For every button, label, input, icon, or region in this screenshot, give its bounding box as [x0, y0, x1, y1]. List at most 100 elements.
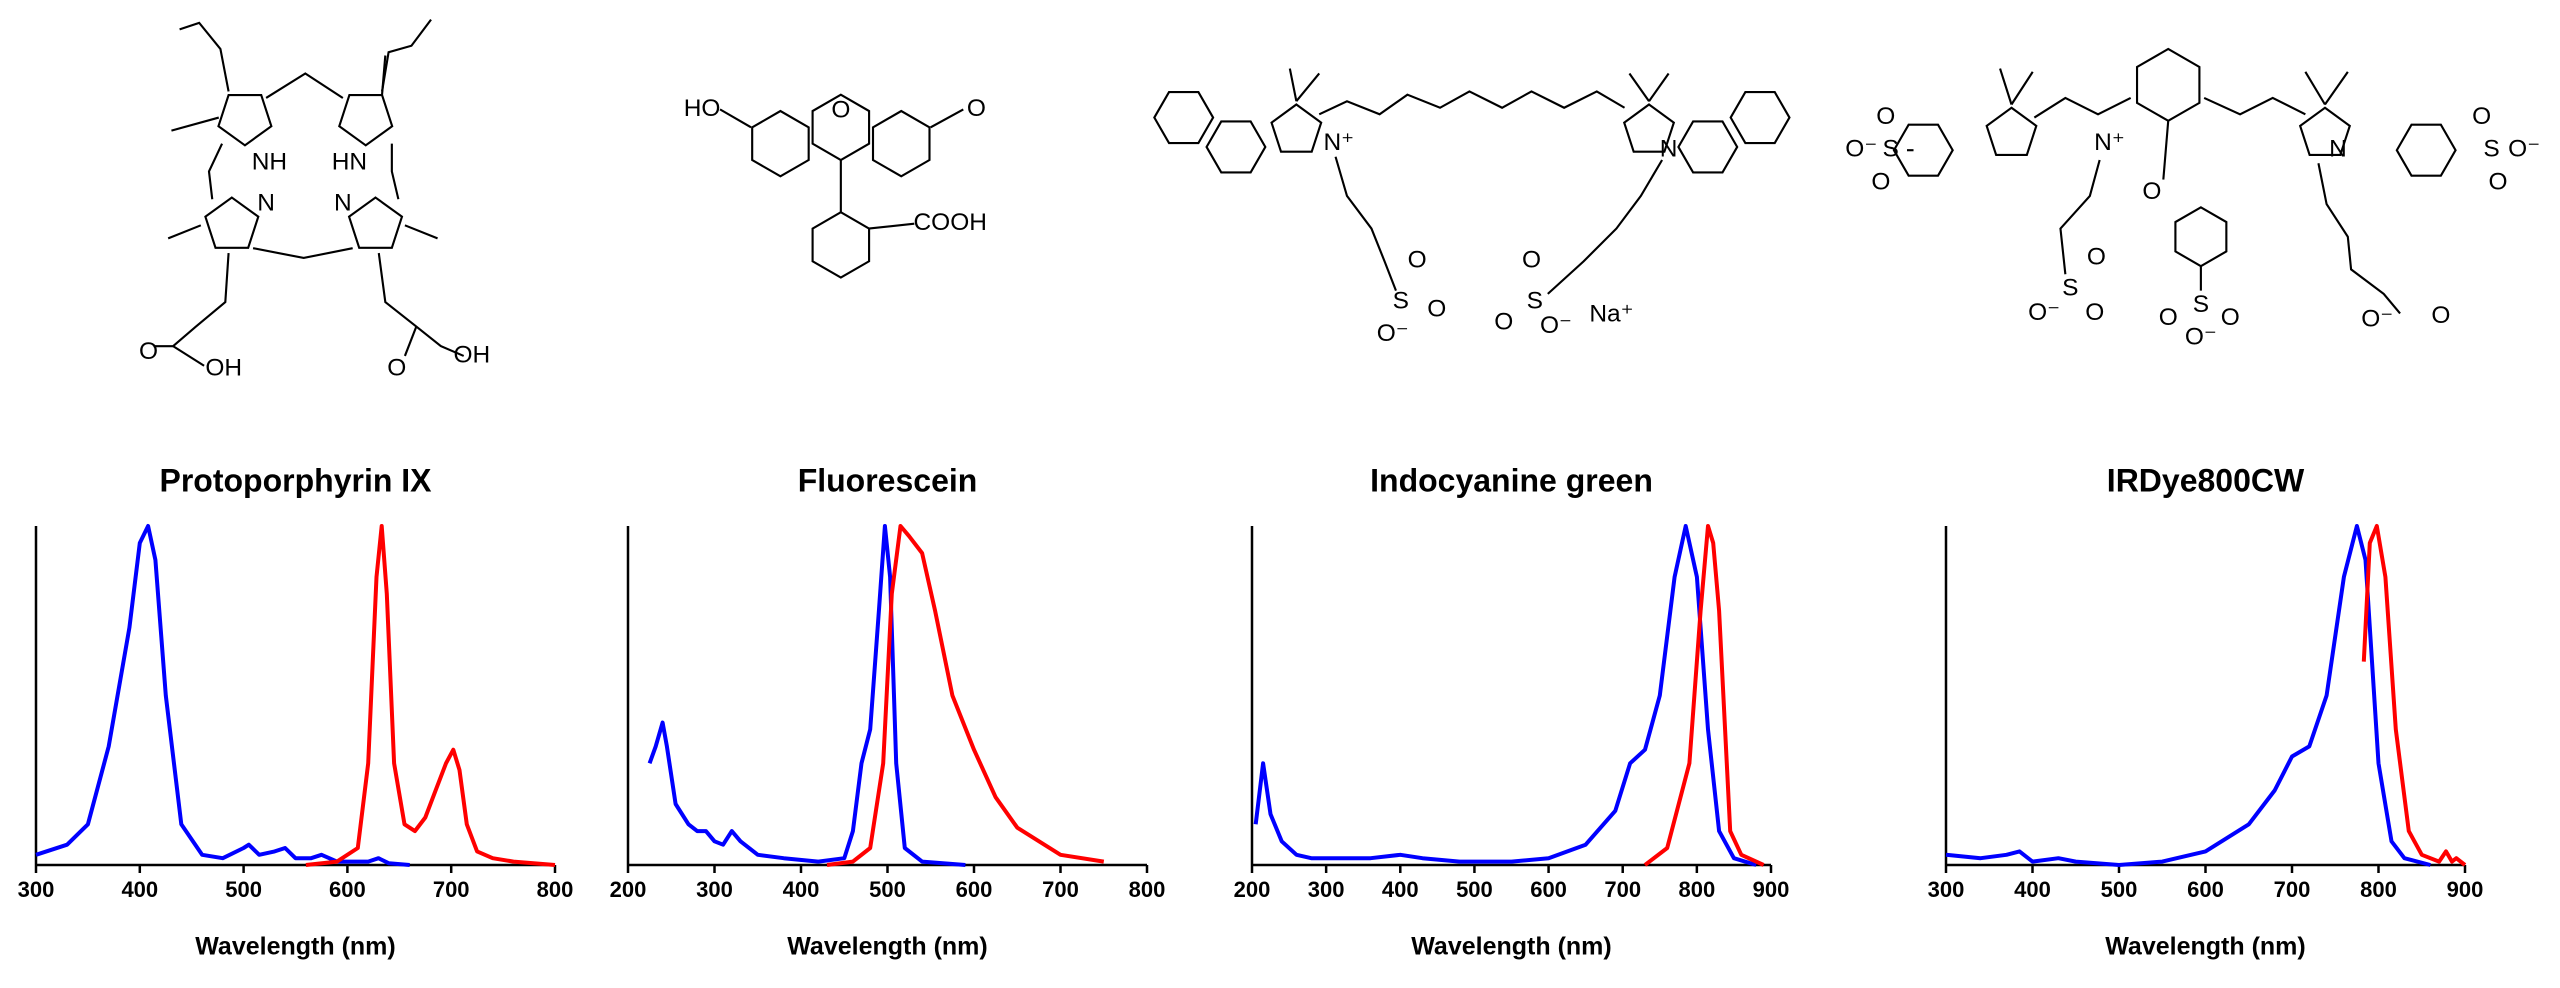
bond [2317, 163, 2401, 315]
bond [1999, 68, 2013, 105]
x-tick-label: 700 [433, 877, 470, 902]
structure-icg: N⁺ S O O O⁻ S O O O⁻ N Na⁺ [1324, 129, 1678, 347]
atom-label: O [1876, 103, 1895, 130]
bond [252, 247, 353, 260]
bond [2324, 71, 2349, 106]
atom-label: NH [252, 149, 287, 176]
x-tick-label: 500 [225, 877, 262, 902]
atom-label: COOH [913, 209, 986, 236]
atom-label: O⁻ [1845, 136, 1877, 163]
ring [347, 196, 404, 249]
atom-label: O [2472, 103, 2491, 130]
atom-label: O [1427, 296, 1446, 323]
atom-label: S [1882, 136, 1898, 163]
x-tick-label: 800 [537, 877, 574, 902]
atom-label: O⁻ [2185, 323, 2217, 350]
chart-title: Protoporphyrin IX [160, 462, 433, 498]
x-tick-label: 600 [329, 877, 366, 902]
ring [1622, 103, 1676, 153]
x-tick-label: 700 [1042, 877, 1079, 902]
ring [338, 93, 394, 147]
spectrum-line [1945, 524, 2431, 867]
chart: Fluorescein 200 300 400 500 600 700 800 Waveleng… [610, 462, 1166, 960]
ring [751, 109, 810, 178]
atom-label: S [1527, 288, 1543, 315]
structure-protoporphyrin: NH HN N N O OH O OH [139, 149, 490, 382]
x-tick-label: 400 [1382, 877, 1419, 902]
ring [811, 211, 871, 279]
x-tick-label: 400 [121, 877, 158, 902]
bond [2033, 96, 2132, 119]
ring [204, 196, 260, 249]
structure-irdye: O O⁻ S O N⁺ O N S O O⁻ O S O O O⁻ S O O … [1845, 103, 2540, 350]
bond [153, 252, 230, 348]
atom-label: O [1871, 168, 1890, 195]
ring [1677, 120, 1739, 174]
atom-label: O⁻ [2508, 136, 2540, 163]
chart-title: Indocyanine green [1370, 462, 1653, 498]
atom-label: O⁻ [1377, 320, 1409, 347]
ring [1270, 103, 1323, 153]
spectrum-line [1643, 524, 1765, 867]
x-axis-label: Wavelength (nm) [195, 933, 395, 961]
spectrum-line [35, 524, 410, 867]
bond [1547, 159, 1664, 295]
atom-label: N [257, 190, 275, 217]
atom-label: O [831, 96, 850, 123]
atom-label: O [1494, 309, 1513, 336]
x-tick-label: 300 [18, 877, 55, 902]
bond [868, 222, 915, 230]
atom-label: HN [332, 149, 367, 176]
atom-label: OH [205, 354, 242, 381]
bond [1648, 72, 1670, 102]
bond [404, 224, 438, 240]
x-tick-label: 200 [610, 877, 647, 902]
x-tick-label: 300 [1308, 877, 1345, 902]
ring [1985, 106, 2038, 157]
bond [380, 55, 387, 95]
spectrum-line [305, 524, 556, 867]
structures: NH HN N N O OH O OH HO O O COOH N⁺ S O O… [139, 18, 2540, 382]
x-tick-label: 500 [869, 877, 906, 902]
atom-label: N⁺ [1324, 129, 1355, 156]
atom-label: O [2142, 178, 2161, 205]
atom-label: O [387, 354, 406, 381]
bond [2010, 71, 2034, 106]
atom-label: S [2193, 291, 2209, 318]
bond [2203, 96, 2306, 116]
atom-label: HO [684, 95, 721, 122]
x-tick-label: 700 [2274, 877, 2311, 902]
atom-label: O [2431, 302, 2450, 329]
bond [719, 108, 752, 129]
bond [2304, 71, 2326, 106]
atom-label: N⁺ [2094, 129, 2125, 156]
atom-label: S [2483, 136, 2499, 163]
x-tick-label: 600 [1530, 877, 1567, 902]
x-tick-label: 600 [956, 877, 993, 902]
x-tick-label: 300 [696, 877, 733, 902]
atom-label: O [1408, 247, 1427, 274]
ring [1729, 91, 1791, 145]
spectrum-line [1253, 524, 1757, 867]
x-tick-label: 600 [2187, 877, 2224, 902]
bond [2162, 120, 2170, 180]
bond [207, 143, 224, 200]
atom-label: O [2087, 243, 2106, 270]
x-axis-label: Wavelength (nm) [787, 933, 987, 961]
bond [1334, 156, 1397, 292]
atom-label: O [967, 95, 986, 122]
chart: IRDye800CW 300 400 500 600 700 800 900 Wavelengt… [1928, 462, 2484, 960]
atom-label: N [1660, 136, 1678, 163]
atom-label: Na⁺ [1589, 301, 1633, 328]
x-axis-label: Wavelength (nm) [2105, 933, 2305, 961]
ring [871, 109, 931, 178]
bond [172, 345, 205, 367]
chart-title: IRDye800CW [2107, 462, 2305, 498]
x-tick-label: 500 [2101, 877, 2138, 902]
atom-label: O [2489, 168, 2508, 195]
ring [2395, 123, 2457, 177]
atom-label: S [1393, 288, 1409, 315]
ring [217, 93, 273, 147]
bond [1295, 72, 1321, 102]
